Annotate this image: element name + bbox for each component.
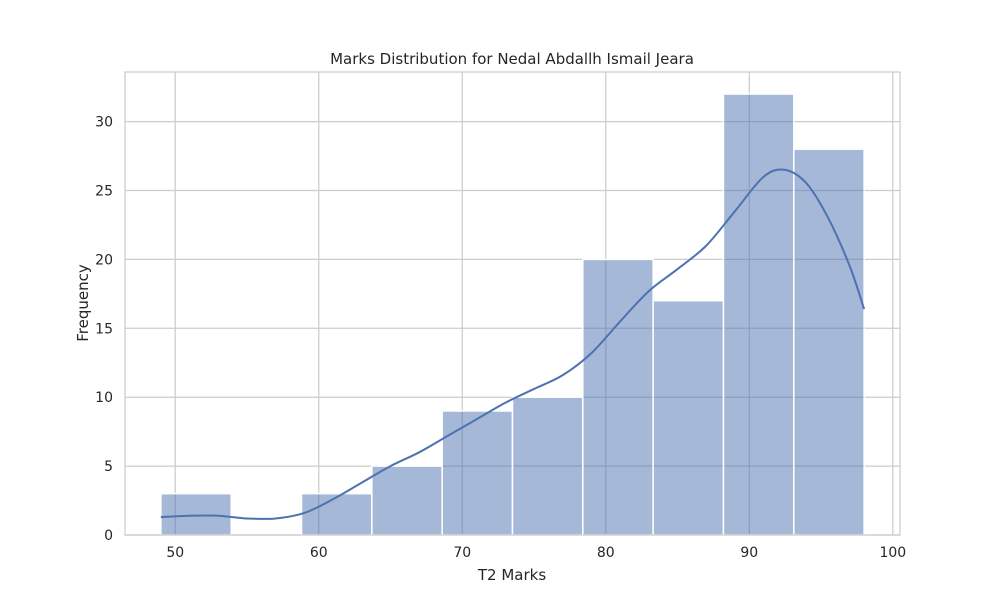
histogram-bar	[793, 148, 865, 536]
x-tick-label: 90	[740, 545, 758, 561]
kde-line	[160, 168, 866, 520]
y-tick-label: 10	[95, 390, 113, 406]
histogram-bar	[511, 396, 584, 536]
chart-title: Marks Distribution for Nedal Abdallh Ism…	[330, 50, 694, 68]
y-axis-label: Frequency	[74, 264, 92, 342]
histogram-bar	[441, 410, 514, 536]
y-tick-label: 15	[95, 321, 113, 337]
histogram-bar	[652, 299, 725, 536]
y-tick-labels: 0 5 10 15 20 25 30	[95, 115, 113, 544]
y-tick-label: 25	[95, 184, 113, 200]
x-tick-label: 80	[597, 545, 615, 561]
x-tick-label: 50	[166, 545, 184, 561]
x-axis-label: T2 Marks	[477, 566, 546, 584]
kde-layer	[160, 168, 866, 520]
histogram-bar	[722, 93, 795, 536]
x-tick-label: 70	[453, 545, 471, 561]
y-tick-label: 5	[104, 459, 113, 475]
histogram-bar	[371, 465, 443, 536]
histogram-bar	[160, 492, 232, 536]
y-tick-label: 0	[104, 528, 113, 544]
x-tick-label: 100	[879, 545, 906, 561]
histogram-bar	[582, 258, 654, 536]
plot-frame	[124, 71, 901, 536]
x-tick-labels: 50 60 70 80 90 100	[166, 545, 906, 561]
x-tick-label: 60	[310, 545, 328, 561]
histogram-bar	[300, 492, 373, 536]
bars-layer	[160, 93, 865, 536]
y-tick-label: 30	[95, 115, 113, 131]
y-tick-label: 20	[95, 252, 113, 268]
